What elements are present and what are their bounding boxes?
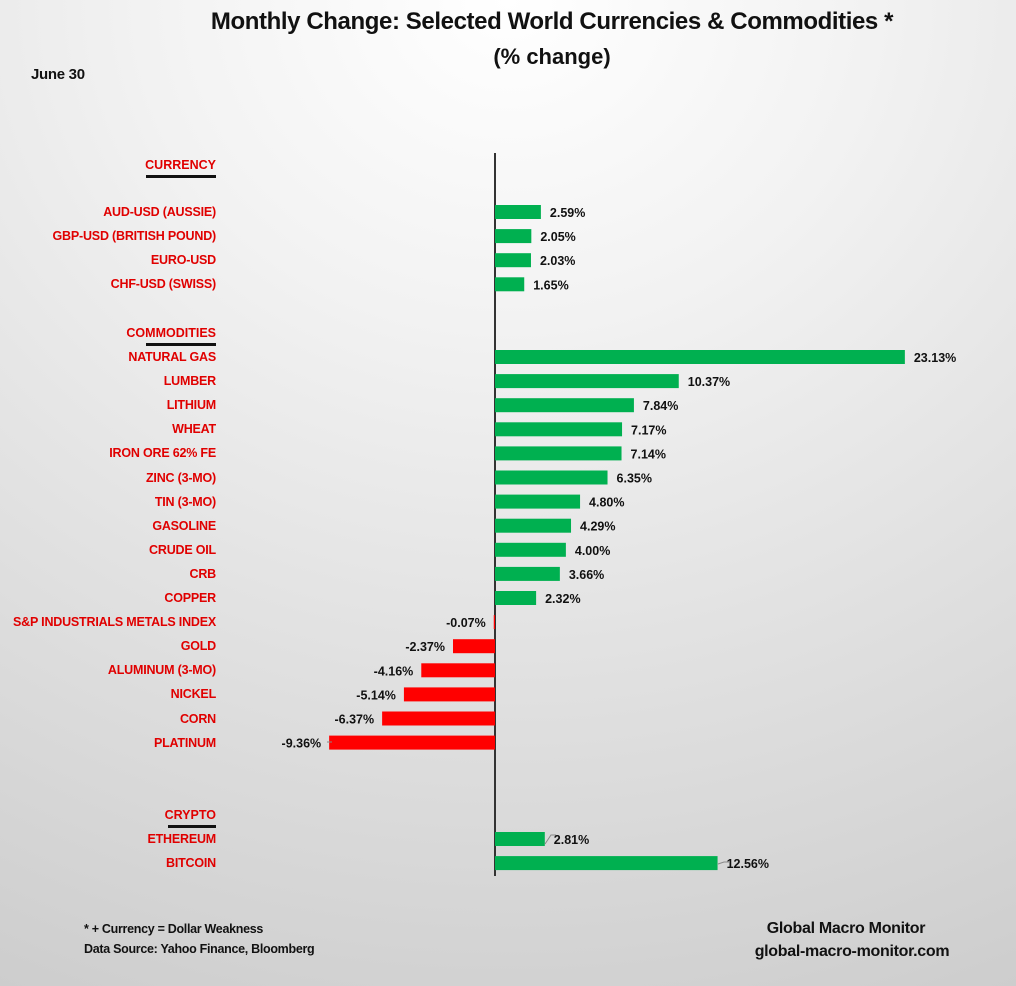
data-label: 3.66% [569, 568, 604, 582]
category-label: CRUDE OIL [149, 542, 216, 557]
category-label: LUMBER [163, 374, 216, 389]
category-label: TIN (3-MO) [154, 494, 216, 509]
category-label: NICKEL [170, 687, 217, 702]
data-label: -5.14% [356, 688, 396, 702]
category-label: LITHIUM [166, 398, 216, 413]
data-label: 1.65% [533, 278, 568, 292]
bar [495, 494, 581, 509]
category-label: PLATINUM [153, 735, 216, 750]
brand-name: Global Macro Monitor [766, 920, 926, 937]
data-label: 2.59% [550, 206, 585, 220]
data-label: 2.81% [554, 833, 589, 847]
bar [495, 277, 525, 292]
bar [453, 639, 495, 654]
bar [495, 856, 718, 871]
data-label: 2.05% [540, 230, 575, 244]
bar [495, 374, 679, 389]
category-label: EURO-USD [150, 253, 216, 268]
data-label: -0.07% [446, 616, 486, 630]
category-label: GOLD [180, 639, 217, 654]
category-label: GBP-USD (BRITISH POUND) [52, 229, 217, 244]
bar [382, 711, 495, 726]
bar [421, 663, 495, 678]
bar [403, 687, 495, 702]
category-label: IRON ORE 62% FE [109, 446, 216, 461]
data-label: 2.03% [540, 254, 575, 268]
category-label: S&P INDUSTRIALS METALS INDEX [13, 615, 216, 630]
data-label: 6.35% [617, 472, 652, 486]
category-label: CORN [179, 711, 216, 726]
section-header-currency: CURRENCY [145, 158, 216, 172]
bar [495, 566, 560, 581]
data-label: 10.37% [688, 375, 730, 389]
data-label: -9.36% [282, 737, 322, 751]
category-label: GASOLINE [152, 518, 216, 533]
bar [495, 229, 532, 244]
section-underline [168, 825, 216, 828]
bar [495, 542, 566, 557]
chart-subtitle: (% change) [493, 44, 611, 69]
bar [495, 518, 572, 533]
bar [495, 591, 537, 605]
leader-line [717, 861, 729, 865]
category-label: COPPER [164, 591, 216, 605]
section-underline [146, 343, 216, 346]
data-label: 4.00% [575, 544, 610, 558]
bar [493, 615, 495, 630]
data-label: 23.13% [914, 351, 956, 365]
bar [495, 253, 531, 268]
data-label: -4.16% [374, 664, 414, 678]
category-label: ETHEREUM [147, 832, 216, 846]
section-header-crypto: CRYPTO [164, 808, 216, 822]
section-underline [146, 175, 216, 178]
data-label: 7.17% [631, 423, 666, 437]
bar [495, 350, 905, 364]
chart-title: Monthly Change: Selected World Currencie… [210, 8, 894, 35]
data-source: Data Source: Yahoo Finance, Bloomberg [84, 942, 315, 956]
category-label: BITCOIN [166, 856, 216, 871]
bar [495, 398, 634, 413]
category-label: WHEAT [172, 422, 216, 437]
data-label: 7.14% [631, 447, 666, 461]
category-label: CRB [189, 566, 217, 581]
footnote: * + Currency = Dollar Weakness [84, 922, 264, 936]
category-label: CHF-USD (SWISS) [110, 277, 217, 292]
category-label: ALUMINUM (3-MO) [107, 663, 216, 678]
bar [495, 205, 541, 219]
bar [495, 470, 608, 485]
category-label: AUD-USD (AUSSIE) [103, 205, 216, 219]
bar [495, 832, 545, 846]
data-label: 4.29% [580, 520, 615, 534]
bar [495, 422, 623, 437]
data-label: 12.56% [727, 857, 769, 871]
bar [329, 735, 495, 750]
data-label: 2.32% [545, 592, 580, 606]
data-label: -6.37% [335, 713, 375, 727]
category-label: ZINC (3-MO) [145, 470, 216, 485]
data-label: 7.84% [643, 399, 678, 413]
section-header-commodities: COMMODITIES [126, 326, 216, 340]
date-label: June 30 [31, 66, 85, 83]
data-label: 4.80% [589, 496, 624, 510]
data-label: -2.37% [405, 640, 445, 654]
bar [495, 446, 622, 461]
brand-url: global-macro-monitor.com [754, 943, 950, 960]
category-label: NATURAL GAS [128, 350, 216, 364]
leader-line [544, 834, 556, 845]
